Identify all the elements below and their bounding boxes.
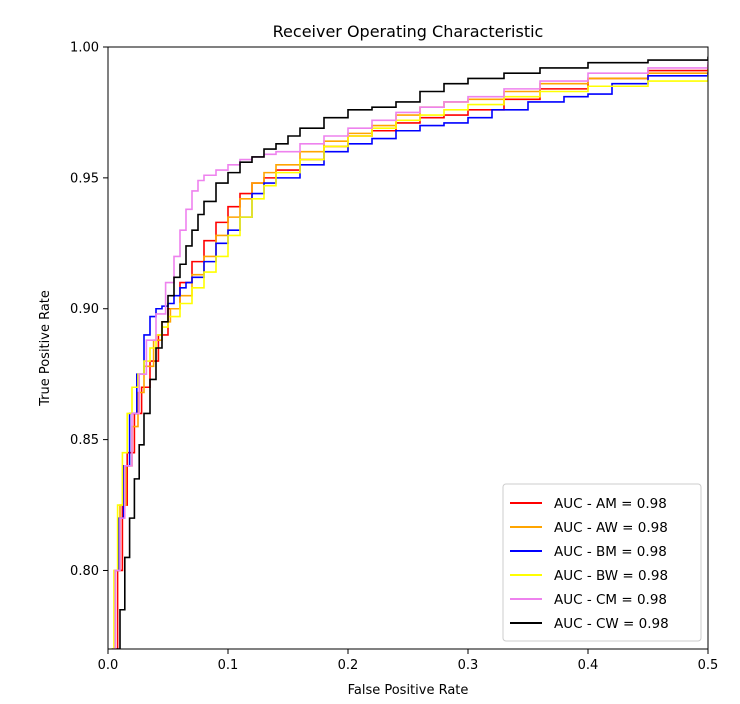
plot-frame: [107, 46, 709, 650]
y-axis-title: True Positive Rate: [38, 290, 53, 407]
y-tick-label: 1.00: [70, 41, 99, 56]
legend-label: AUC - AW = 0.98: [554, 520, 668, 536]
legend-label: AUC - BW = 0.98: [554, 568, 668, 584]
x-tick-label: 0.1: [218, 658, 239, 673]
legend: AUC - AM = 0.98 AUC - AW = 0.98 AUC - BM =…: [502, 483, 702, 642]
x-tick-label: 0.5: [698, 658, 719, 673]
chart-title: Receiver Operating Characteristic: [273, 22, 544, 41]
x-tick-label: 0.4: [578, 658, 599, 673]
legend-label: AUC - AM = 0.98: [554, 496, 667, 512]
x-tick-label: 0.2: [338, 658, 359, 673]
y-tick-label: 0.90: [70, 302, 99, 317]
series-layer: [110, 56, 708, 649]
series-line-6: [116, 56, 708, 649]
y-tick-label: 0.85: [70, 433, 99, 448]
x-tick-label: 0.0: [98, 658, 119, 673]
legend-label: AUC - BM = 0.98: [554, 544, 667, 560]
legend-box: [502, 483, 702, 642]
y-axis: 0.80 0.85 0.90 0.95 1.00: [70, 41, 108, 579]
x-axis: 0.0 0.1 0.2 0.3 0.4 0.5: [98, 649, 719, 673]
x-tick-label: 0.3: [458, 658, 479, 673]
series-line-4: [110, 74, 708, 649]
y-tick-label: 0.95: [70, 171, 99, 186]
y-tick-label: 0.80: [70, 564, 99, 579]
x-axis-title: False Positive Rate: [348, 683, 469, 698]
legend-label: AUC - CW = 0.98: [554, 616, 669, 632]
legend-label: AUC - CM = 0.98: [554, 592, 667, 608]
